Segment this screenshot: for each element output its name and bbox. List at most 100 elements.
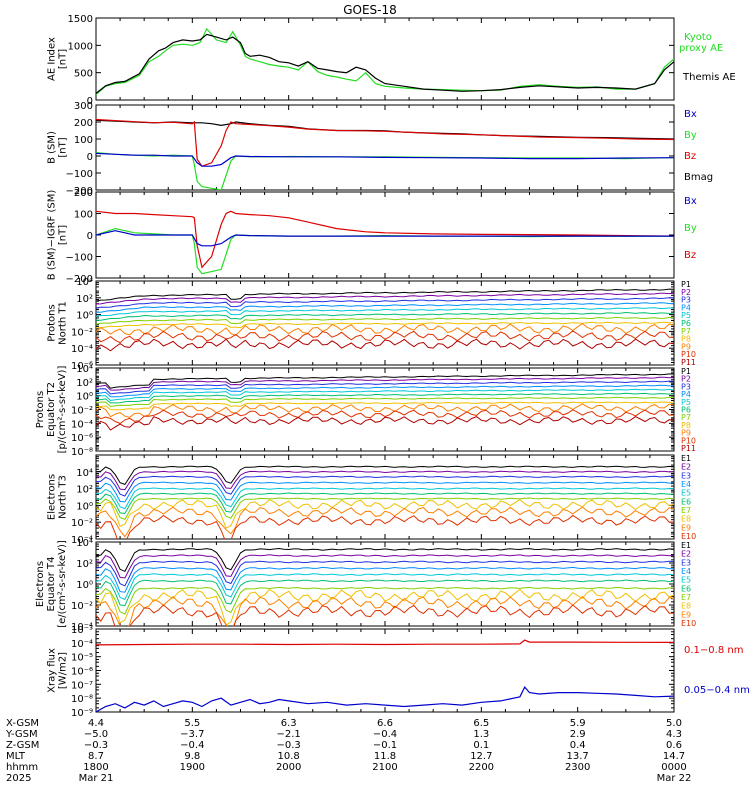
panel-ee: 10⁻⁴ 10⁻² 10⁰ 10² 10⁴ Electrons Equator T4 [e/(… <box>35 538 696 633</box>
y-tick-label: 10⁰ <box>76 501 93 512</box>
x-table-value: 4.3 <box>666 729 682 740</box>
channel-e5 <box>96 573 674 601</box>
channel-label: P9 <box>681 342 691 351</box>
x-table-value: 9.8 <box>184 751 200 762</box>
channel-label: P11 <box>681 444 696 453</box>
series-bx <box>96 152 674 167</box>
panel-pe: 10⁻⁸ 10⁻⁶ 10⁻⁴ 10⁻² 10⁰ 10² 10⁴ Protons Equator … <box>35 364 696 458</box>
legend-label: Bmag <box>684 172 713 183</box>
y-axis-label: [nT] <box>58 225 69 245</box>
channel-p6 <box>96 311 674 321</box>
y-axis-label: Electrons <box>35 561 46 607</box>
x-row-label: MLT <box>6 751 26 762</box>
channel-e3 <box>96 560 674 587</box>
channel-label: P8 <box>681 335 691 344</box>
panel-bigrf: −200 −100 0 100 200 B (SM)−IGRF (SM) [nT] Bx By B… <box>47 188 697 285</box>
channel-label: E4 <box>681 567 691 576</box>
y-axis-label: Equator T2 <box>46 382 57 437</box>
channel-p2 <box>96 292 674 305</box>
y-tick-label: 10⁻⁶ <box>71 667 93 678</box>
x-table-value: 0000 <box>661 762 686 773</box>
x-table-value: 0.4 <box>570 740 586 751</box>
x-table-value: −0.3 <box>84 740 108 751</box>
channel-e6 <box>96 492 674 515</box>
panel-pn: 10⁻⁶ 10⁻⁴ 10⁻² 10⁰ 10² 10⁴ Protons North T1 P1P2… <box>47 277 697 372</box>
x-table-value: −2.1 <box>277 729 301 740</box>
x-table-value: −5.0 <box>84 729 108 740</box>
channel-e8 <box>96 588 674 626</box>
y-tick-label: 10⁰ <box>76 580 93 591</box>
channel-e10 <box>96 514 674 539</box>
channel-label: P2 <box>681 288 691 297</box>
channel-label: E8 <box>681 515 691 524</box>
x-table-value: 10.8 <box>278 751 300 762</box>
channel-label: P1 <box>681 367 691 376</box>
x-table-value: −3.7 <box>180 729 204 740</box>
x-table-value: 6.3 <box>281 718 297 729</box>
channel-label: E6 <box>681 497 691 506</box>
y-tick-label: 10⁻⁴ <box>71 344 93 355</box>
y-tick-label: 100 <box>74 135 93 146</box>
legend-label: By <box>684 130 697 141</box>
y-tick-label: −200 <box>66 186 93 197</box>
channel-p2 <box>96 376 674 391</box>
channel-label: P10 <box>681 350 696 359</box>
y-tick-label: 10⁻⁶ <box>71 361 93 372</box>
channel-e10 <box>96 604 674 626</box>
series-bx <box>96 230 674 247</box>
x-table-value: 5.9 <box>570 718 586 729</box>
y-tick-label: 10⁰ <box>76 392 93 403</box>
x-table-value: −0.1 <box>373 740 397 751</box>
panel-frame <box>95 104 675 191</box>
y-tick-label: 10⁻⁵ <box>71 653 93 664</box>
channel-label: P5 <box>681 398 691 407</box>
y-axis-label: Electrons <box>47 474 58 520</box>
x-table-value: 6.6 <box>377 718 393 729</box>
legend-label: Kyoto <box>684 32 712 43</box>
data-area <box>96 118 674 190</box>
y-axis-label: Protons <box>47 304 58 341</box>
y-tick-label: 1000 <box>68 41 93 52</box>
channel-e1 <box>96 547 674 573</box>
channel-e6 <box>96 579 674 607</box>
x-table-value: 8.7 <box>88 751 104 762</box>
channel-label: P1 <box>681 280 691 289</box>
y-tick-label: 10⁻⁶ <box>71 433 93 444</box>
channel-label: E9 <box>681 523 691 532</box>
y-tick-label: 10⁴ <box>76 364 93 375</box>
channel-label: E3 <box>681 558 691 567</box>
channel-label: E6 <box>681 584 691 593</box>
y-tick-label: 10⁻⁸ <box>71 694 93 705</box>
y-tick-label: 10⁴ <box>76 277 93 288</box>
y-axis-label: [p/(cm²-s-sr-keV)] <box>57 366 68 454</box>
x-table-value: −0.3 <box>277 740 301 751</box>
x-table-value: 5.5 <box>184 718 200 729</box>
channel-label: P7 <box>681 327 691 336</box>
data-area <box>96 639 674 712</box>
x-table-value: Mar 21 <box>79 773 114 784</box>
channel-e5 <box>96 487 674 510</box>
y-axis-label: B (SM) <box>47 131 58 164</box>
y-tick-label: −100 <box>66 253 93 264</box>
channel-e4 <box>96 481 674 503</box>
y-tick-label: 10² <box>76 559 93 570</box>
channel-label: E7 <box>681 506 691 515</box>
y-tick-label: 10⁻⁴ <box>71 419 93 430</box>
channel-p4 <box>96 384 674 398</box>
channel-p5 <box>96 388 674 402</box>
x-axis-table: X-GSMY-GSMZ-GSMMLThhmm20254.4−5.0−0.38.7… <box>5 718 691 784</box>
legend-label: Bz <box>684 250 696 261</box>
x-table-value: 2100 <box>372 762 397 773</box>
channel-p8 <box>96 401 674 411</box>
channel-e7 <box>96 586 674 615</box>
y-tick-label: 10⁻⁴ <box>71 622 93 633</box>
x-table-value: 11.8 <box>374 751 396 762</box>
channel-p4 <box>96 302 674 313</box>
y-axis-label: North T1 <box>58 301 69 345</box>
channel-p8 <box>96 321 674 329</box>
channel-label: P8 <box>681 421 691 430</box>
channel-label: P4 <box>681 390 691 399</box>
channel-p10 <box>96 409 674 425</box>
channel-label: P6 <box>681 406 691 415</box>
